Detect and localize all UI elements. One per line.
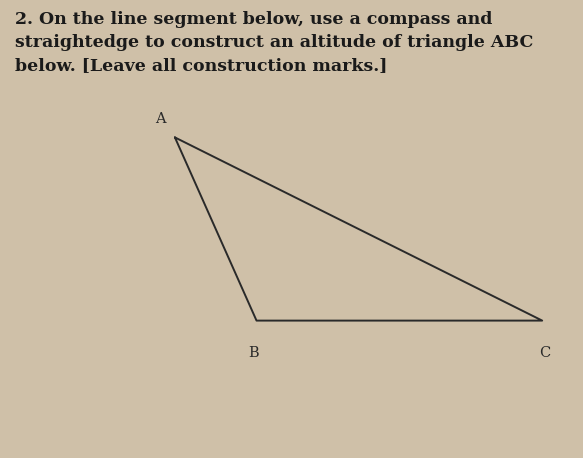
Text: C: C: [539, 346, 551, 360]
Text: A: A: [156, 112, 166, 126]
Text: 2. On the line segment below, use a compass and
straightedge to construct an alt: 2. On the line segment below, use a comp…: [15, 11, 533, 74]
Text: B: B: [248, 346, 259, 360]
